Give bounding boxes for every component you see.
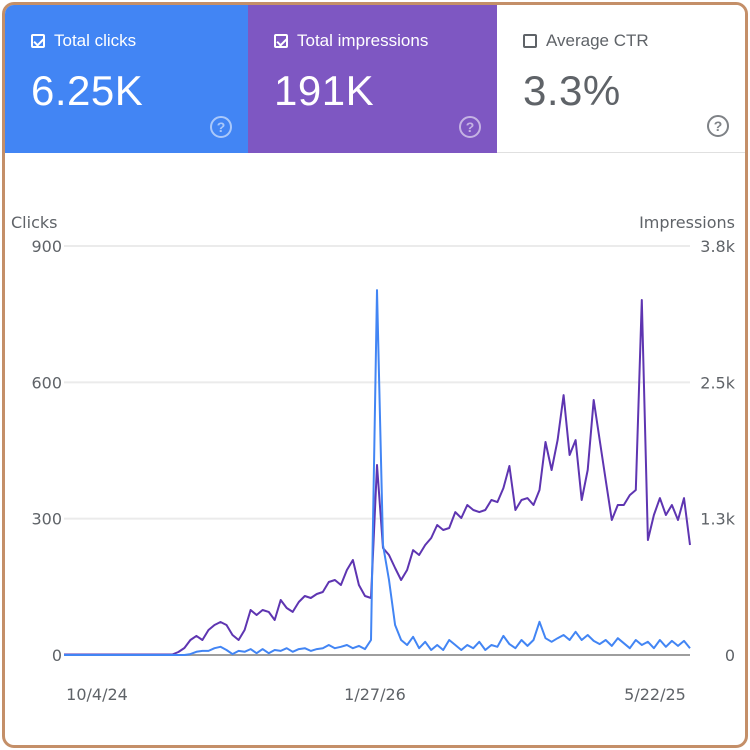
metric-value: 191K bbox=[274, 67, 375, 114]
right-tick-label: 1.3k bbox=[700, 510, 735, 529]
left-tick-label: 600 bbox=[31, 373, 62, 392]
metric-tile-total-clicks[interactable]: Total clicks 6.25K ? bbox=[5, 5, 248, 153]
metric-label: Total impressions bbox=[297, 31, 429, 50]
left-tick-label: 900 bbox=[31, 237, 62, 256]
left-axis-title: Clicks bbox=[11, 213, 57, 232]
checkbox-unchecked-icon[interactable] bbox=[523, 34, 537, 48]
metric-tile-total-impressions[interactable]: Total impressions 191K ? bbox=[248, 5, 497, 153]
help-icon[interactable]: ? bbox=[210, 116, 232, 138]
left-tick-label: 300 bbox=[31, 510, 62, 529]
help-icon[interactable]: ? bbox=[707, 115, 729, 137]
metric-tile-average-ctr[interactable]: Average CTR 3.3% ? bbox=[497, 5, 745, 153]
help-icon[interactable]: ? bbox=[459, 116, 481, 138]
x-tick-label: 10/4/24 bbox=[66, 685, 128, 704]
metric-value: 6.25K bbox=[31, 67, 144, 114]
right-tick-label: 0 bbox=[725, 646, 735, 665]
impressions-series-line bbox=[64, 299, 691, 656]
left-tick-label: 0 bbox=[52, 646, 62, 665]
metric-label: Total clicks bbox=[54, 31, 137, 50]
clicks-series-line bbox=[64, 289, 691, 656]
x-tick-label: 5/22/25 bbox=[624, 685, 686, 704]
right-tick-label: 2.5k bbox=[700, 373, 735, 392]
metric-label: Average CTR bbox=[546, 31, 649, 50]
checkbox-checked-icon[interactable] bbox=[31, 34, 45, 48]
right-tick-label: 3.8k bbox=[700, 237, 735, 256]
x-tick-label: 1/27/26 bbox=[344, 685, 406, 704]
checkbox-checked-icon[interactable] bbox=[274, 34, 288, 48]
metric-value: 3.3% bbox=[523, 67, 621, 114]
right-axis-title: Impressions bbox=[639, 213, 735, 232]
